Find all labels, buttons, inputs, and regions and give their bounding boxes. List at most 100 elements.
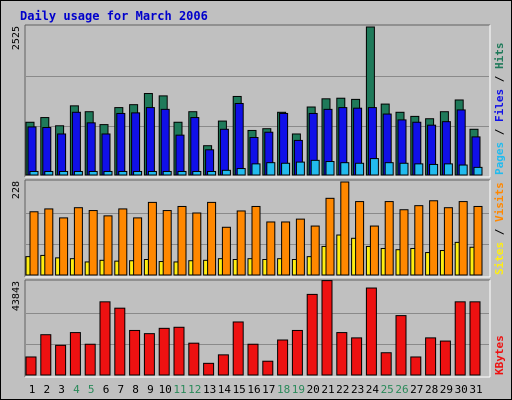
pages-bar (162, 170, 172, 176)
visits-bar (369, 225, 379, 276)
files-bar (71, 111, 81, 176)
kbytes-bar (114, 307, 126, 376)
visits-bar (399, 209, 409, 276)
x-tick-label: 20 (307, 383, 320, 396)
kbytes-bar (365, 287, 377, 376)
visits-bar (429, 200, 439, 276)
files-bar (190, 117, 200, 176)
legend-separator: / (493, 222, 506, 242)
pages-bar (399, 162, 409, 176)
x-tick-label: 23 (351, 383, 364, 396)
files-bar (101, 133, 111, 176)
visits-bar (162, 210, 172, 276)
legend-sites: Sites (493, 242, 506, 275)
legend-hits: Hits (493, 43, 506, 70)
x-tick-label: 10 (159, 383, 172, 396)
legend-separator: / (493, 69, 506, 89)
visits-bar (221, 226, 231, 276)
x-tick-label: 19 (292, 383, 305, 396)
visits-bar (177, 205, 187, 276)
kbytes-bar (203, 362, 215, 376)
x-tick-label: 1 (29, 383, 36, 396)
pages-bar (192, 170, 202, 176)
visits-bar (29, 211, 39, 276)
kbytes-bar (217, 354, 229, 376)
kbytes-bar (469, 301, 481, 376)
files-bar (86, 122, 96, 176)
visits-bar (44, 208, 54, 276)
pages-bar (147, 170, 157, 176)
visits-bar (384, 201, 394, 276)
pages-bar (44, 170, 54, 176)
pages-bar (266, 162, 276, 176)
kbytes-bar (262, 360, 274, 376)
x-tick-label: 12 (188, 383, 201, 396)
x-tick-label: 5 (88, 383, 95, 396)
files-bar (175, 134, 185, 176)
pages-bar (473, 166, 483, 176)
x-tick-label: 2 (43, 383, 50, 396)
kbytes-bar (277, 339, 289, 376)
pages-bar (458, 164, 468, 176)
visits-bar (133, 217, 143, 276)
kbytes-bar (40, 334, 52, 376)
legend-pages: Pages (493, 142, 506, 175)
x-tick-label: 11 (173, 383, 186, 396)
kbytes-bar (336, 332, 348, 376)
x-tick-label: 4 (73, 383, 80, 396)
chart-title: Daily usage for March 2006 (20, 9, 208, 23)
files-bar (145, 107, 155, 176)
visits-bar (443, 207, 453, 276)
visits-bar (414, 205, 424, 276)
x-tick-label: 27 (410, 383, 423, 396)
visits-bar (266, 221, 276, 276)
pages-bar (281, 162, 291, 176)
pages-bar (133, 170, 143, 176)
pages-bar (340, 162, 350, 176)
pages-bar (59, 170, 69, 176)
x-tick-label: 18 (277, 383, 290, 396)
pages-bar (443, 163, 453, 176)
x-tick-label: 7 (117, 383, 124, 396)
pages-bar (221, 169, 231, 176)
pages-bar (118, 170, 128, 176)
pages-bar (310, 159, 320, 176)
legend-separator: / (493, 122, 506, 142)
kbytes-bar (129, 329, 141, 376)
kbytes-bar (158, 327, 170, 376)
kbytes-bar (410, 356, 422, 376)
pages-bar (384, 162, 394, 176)
visits-bar (310, 225, 320, 276)
pages-bar (236, 168, 246, 176)
files-bar (42, 127, 52, 176)
x-tick-label: 3 (58, 383, 65, 396)
kbytes-bar (247, 343, 259, 376)
kbytes-bar (425, 337, 437, 376)
kbytes-bar (84, 343, 96, 376)
x-tick-label: 31 (469, 383, 482, 396)
y-max-label-3: 43843 (11, 281, 22, 311)
x-tick-label: 16 (247, 383, 260, 396)
x-tick-label: 8 (132, 383, 139, 396)
x-tick-label: 26 (395, 383, 408, 396)
kbytes-bar (380, 352, 392, 376)
files-bar (160, 108, 170, 176)
pages-bar (88, 170, 98, 176)
files-bar (219, 128, 229, 176)
x-tick-label: 15 (233, 383, 246, 396)
visits-bar (73, 207, 83, 276)
visits-bar (88, 210, 98, 276)
files-bar (27, 126, 37, 176)
files-bar (234, 102, 244, 176)
kbytes-bar (25, 356, 37, 376)
kbytes-bar (55, 344, 67, 376)
legend-visits: Visits (493, 182, 506, 222)
pages-bar (103, 170, 113, 176)
pages-bar (325, 161, 335, 176)
kbytes-bar (232, 321, 244, 376)
pages-bar (429, 163, 439, 176)
pages-bar (29, 170, 39, 176)
x-tick-label: 28 (425, 383, 438, 396)
visits-bar (325, 197, 335, 276)
x-tick-label: 29 (440, 383, 453, 396)
